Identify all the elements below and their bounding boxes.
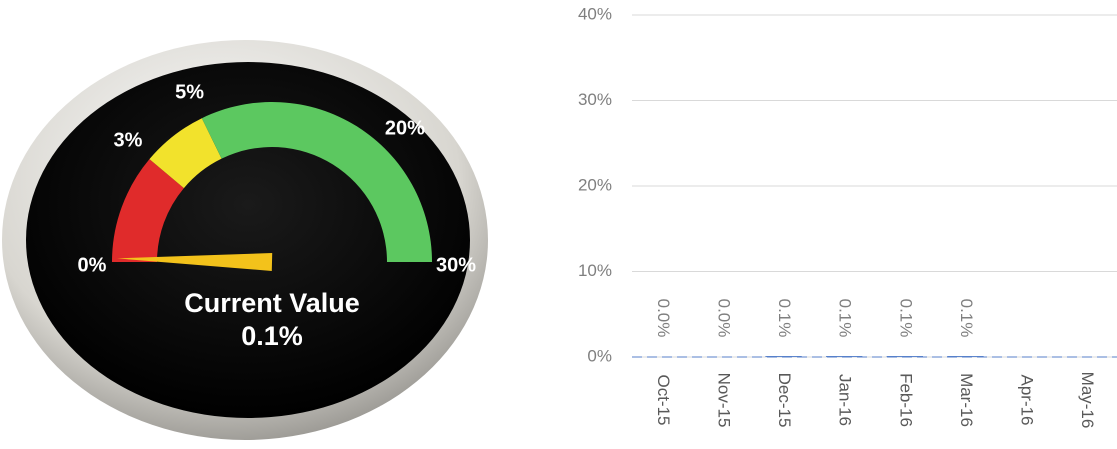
x-tick-label: Mar-16 [957, 373, 976, 427]
bar [826, 356, 862, 357]
x-tick-label: Oct-15 [654, 374, 673, 425]
bar-chart: 0% 10% 20% 30% 40% Oct-15 0.0% Nov-15 0.0% Dec-15… [578, 4, 1117, 428]
x-tick-label: Dec-15 [775, 373, 794, 428]
gauge-tick-label: 5% [175, 81, 204, 103]
gauge-tick-label: 0% [78, 254, 107, 276]
gauge-tick-label: 3% [114, 129, 143, 151]
bar [765, 356, 801, 357]
x-tick-label: May-16 [1078, 372, 1097, 429]
x-tick-label: Feb-16 [896, 373, 915, 427]
bar [947, 356, 983, 357]
y-tick-label: 20% [578, 175, 612, 194]
gauge-value-label: 0.1% [241, 321, 303, 351]
bar [887, 356, 923, 357]
y-tick-label: 40% [578, 4, 612, 23]
data-label: 0.1% [896, 299, 915, 338]
gauge-tick-label: 30% [436, 254, 476, 276]
data-label: 0.0% [654, 299, 673, 338]
data-label: 0.1% [775, 299, 794, 338]
data-label: 0.0% [714, 299, 733, 338]
data-label: 0.1% [836, 299, 855, 338]
gauge-title: Current Value [184, 288, 360, 318]
x-tick-label: Nov-15 [714, 373, 733, 428]
data-label: 0.1% [957, 299, 976, 338]
x-tick-label: Jan-16 [836, 374, 855, 426]
y-tick-label: 0% [587, 346, 612, 365]
y-tick-label: 10% [578, 261, 612, 280]
y-tick-label: 30% [578, 90, 612, 109]
dashboard: 0%3%5%20%30%Current Value0.1% 0%10%20%30… [0, 0, 1117, 449]
x-tick-label: Apr-16 [1018, 374, 1037, 425]
gauge-tick-label: 20% [385, 117, 425, 139]
